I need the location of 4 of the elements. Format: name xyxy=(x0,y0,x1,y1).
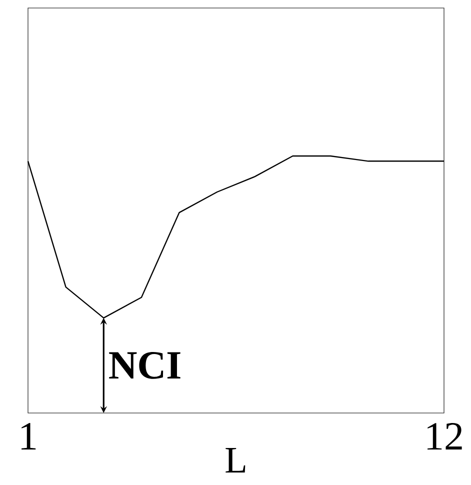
x-axis-title: L xyxy=(226,448,246,472)
x-tick-label: 12 xyxy=(428,423,462,450)
x-tick-label: 1 xyxy=(22,423,36,450)
annotation: NCI xyxy=(109,352,180,379)
